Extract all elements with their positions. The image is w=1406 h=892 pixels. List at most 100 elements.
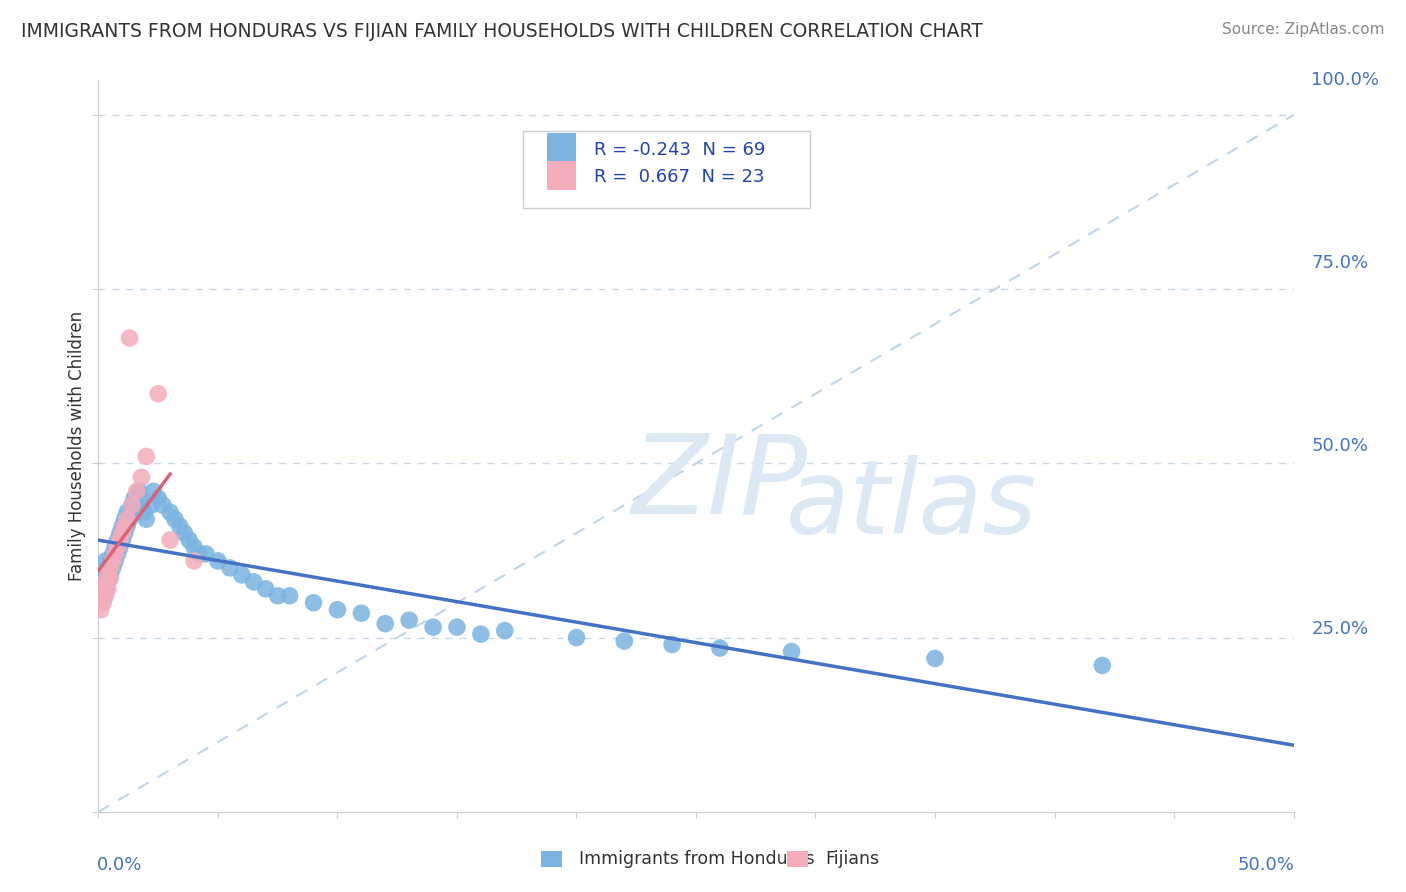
- Point: [254, 582, 277, 596]
- Point: [104, 554, 127, 568]
- Text: atlas: atlas: [786, 455, 1036, 555]
- Point: [159, 505, 181, 519]
- Point: [148, 386, 170, 401]
- Point: [709, 640, 731, 655]
- Point: [124, 491, 146, 506]
- Point: [183, 540, 205, 554]
- Point: [159, 533, 181, 547]
- Text: 50.0%: 50.0%: [1237, 855, 1295, 873]
- Point: [97, 582, 120, 596]
- Point: [131, 491, 153, 506]
- Point: [90, 574, 112, 589]
- Point: [107, 533, 129, 547]
- Point: [142, 484, 165, 499]
- Point: [494, 624, 516, 638]
- Point: [398, 613, 420, 627]
- Point: [267, 589, 290, 603]
- Point: [94, 582, 117, 596]
- Point: [94, 589, 117, 603]
- Text: 25.0%: 25.0%: [1312, 620, 1368, 638]
- Point: [207, 554, 229, 568]
- Point: [125, 498, 148, 512]
- Point: [187, 547, 209, 561]
- Point: [924, 651, 946, 665]
- Point: [131, 470, 153, 484]
- Point: [169, 519, 191, 533]
- Point: [118, 512, 141, 526]
- Text: 0.0%: 0.0%: [97, 855, 142, 873]
- Point: [613, 634, 636, 648]
- Text: Source: ZipAtlas.com: Source: ZipAtlas.com: [1222, 22, 1385, 37]
- Point: [139, 498, 162, 512]
- Point: [148, 491, 170, 506]
- Text: 50.0%: 50.0%: [1312, 437, 1368, 455]
- Point: [135, 512, 157, 526]
- Point: [111, 519, 134, 533]
- Point: [114, 519, 136, 533]
- Point: [94, 554, 117, 568]
- Point: [108, 533, 131, 547]
- Point: [121, 498, 143, 512]
- Point: [108, 540, 131, 554]
- Point: [114, 512, 136, 526]
- Point: [101, 561, 124, 575]
- Point: [446, 620, 468, 634]
- Point: [132, 505, 155, 519]
- Point: [97, 567, 120, 582]
- Text: 100.0%: 100.0%: [1312, 71, 1379, 89]
- Point: [219, 561, 242, 575]
- Point: [374, 616, 396, 631]
- Point: [350, 606, 373, 620]
- Point: [121, 498, 143, 512]
- Point: [470, 627, 492, 641]
- Point: [780, 644, 803, 658]
- FancyBboxPatch shape: [523, 131, 810, 208]
- Point: [98, 567, 122, 582]
- Point: [91, 574, 114, 589]
- Text: Fijians: Fijians: [825, 850, 879, 868]
- Point: [128, 484, 150, 499]
- Point: [114, 526, 136, 541]
- Text: IMMIGRANTS FROM HONDURAS VS FIJIAN FAMILY HOUSEHOLDS WITH CHILDREN CORRELATION C: IMMIGRANTS FROM HONDURAS VS FIJIAN FAMIL…: [21, 22, 983, 41]
- Point: [118, 331, 141, 345]
- Point: [90, 582, 112, 596]
- Point: [243, 574, 266, 589]
- Point: [107, 540, 129, 554]
- Point: [101, 547, 124, 561]
- Point: [94, 574, 117, 589]
- Text: 75.0%: 75.0%: [1312, 254, 1368, 272]
- Point: [179, 533, 201, 547]
- Point: [278, 589, 301, 603]
- Point: [104, 547, 127, 561]
- Point: [661, 638, 683, 652]
- Point: [91, 567, 114, 582]
- Point: [422, 620, 444, 634]
- Point: [152, 498, 174, 512]
- Point: [97, 561, 120, 575]
- Point: [91, 589, 114, 603]
- Point: [115, 512, 138, 526]
- Point: [98, 561, 122, 575]
- Point: [97, 574, 120, 589]
- FancyBboxPatch shape: [547, 161, 576, 190]
- Point: [107, 547, 129, 561]
- Point: [565, 631, 588, 645]
- Point: [115, 505, 138, 519]
- Point: [1091, 658, 1114, 673]
- Point: [98, 554, 122, 568]
- Point: [108, 526, 131, 541]
- Point: [104, 540, 127, 554]
- Point: [91, 582, 114, 596]
- Text: R =  0.667  N = 23: R = 0.667 N = 23: [595, 169, 765, 186]
- Point: [111, 526, 134, 541]
- Text: ZIP: ZIP: [631, 429, 808, 536]
- Point: [326, 603, 349, 617]
- FancyBboxPatch shape: [547, 133, 576, 162]
- Point: [91, 596, 114, 610]
- Point: [111, 533, 134, 547]
- Text: R = -0.243  N = 69: R = -0.243 N = 69: [595, 141, 766, 159]
- Point: [94, 567, 117, 582]
- Point: [125, 484, 148, 499]
- Point: [98, 571, 122, 585]
- Point: [231, 567, 253, 582]
